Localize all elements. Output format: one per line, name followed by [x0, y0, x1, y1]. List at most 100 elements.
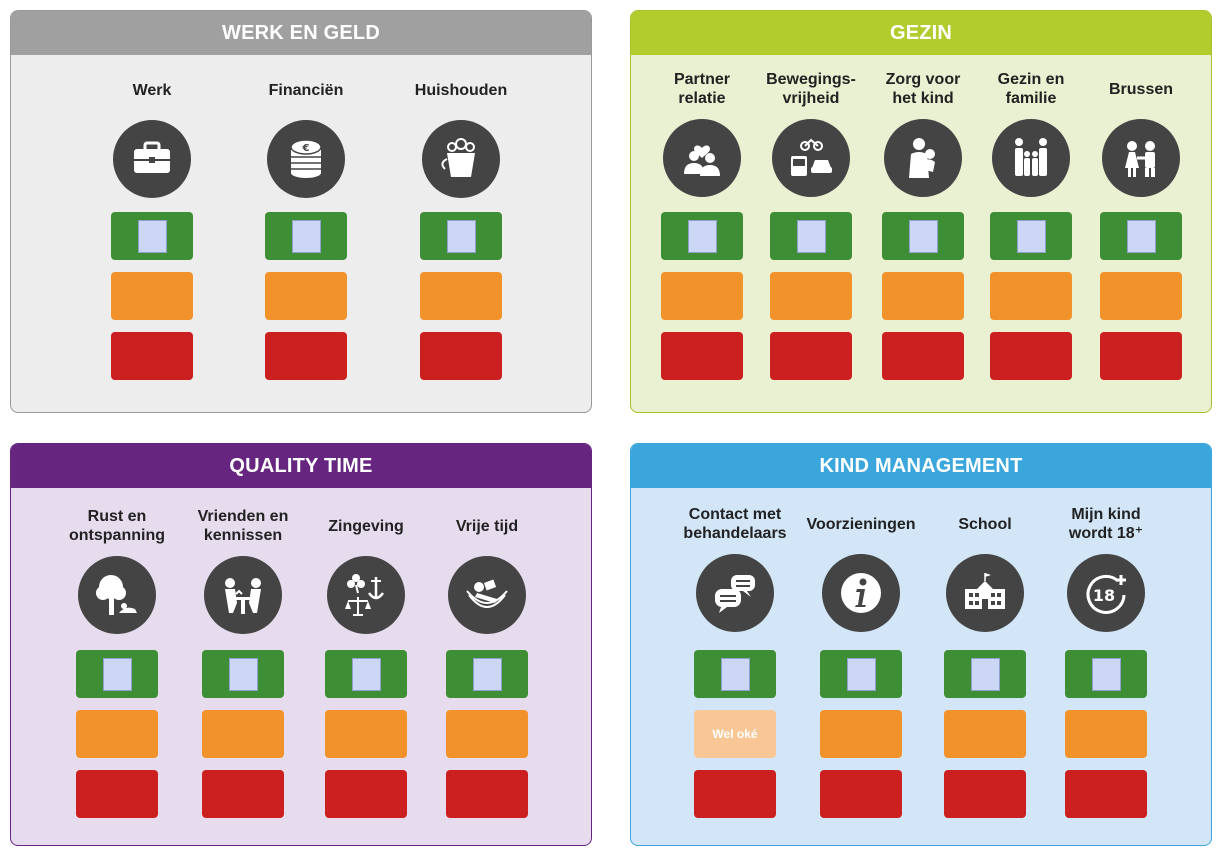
- couple-heart-icon: [663, 119, 741, 197]
- rating-red-button[interactable]: [76, 770, 158, 818]
- rating-red-button[interactable]: [820, 770, 902, 818]
- checkbox[interactable]: [291, 219, 321, 253]
- column-label: Brussen: [1108, 80, 1174, 98]
- checkbox[interactable]: [796, 219, 826, 253]
- column-label: Gezin en familie: [997, 71, 1065, 107]
- checkbox[interactable]: [1016, 219, 1046, 253]
- rating-green-button[interactable]: [990, 212, 1072, 260]
- school-building-icon: [946, 554, 1024, 632]
- rating-red-button[interactable]: [770, 332, 852, 380]
- column-label: Bewegings- vrijheid: [766, 71, 856, 107]
- speech-bubbles-icon: [696, 554, 774, 632]
- rating-green-button[interactable]: [202, 650, 284, 698]
- checkbox[interactable]: [1126, 219, 1156, 253]
- column-label: School: [958, 515, 1012, 533]
- rating-orange-button[interactable]: [420, 272, 502, 320]
- rating-orange-button[interactable]: [944, 710, 1026, 758]
- rating-orange-button[interactable]: [990, 272, 1072, 320]
- rating-red-button[interactable]: [265, 332, 347, 380]
- rating-red-button[interactable]: [990, 332, 1072, 380]
- checkbox[interactable]: [720, 657, 750, 691]
- column-label: Voorzieningen: [806, 515, 916, 533]
- column-label: Vrienden en kennissen: [197, 508, 289, 544]
- checkbox[interactable]: [137, 219, 167, 253]
- column-label: Partner relatie: [673, 71, 731, 107]
- rating-green-button[interactable]: [944, 650, 1026, 698]
- checkbox[interactable]: [228, 657, 258, 691]
- rating-green-button[interactable]: [446, 650, 528, 698]
- panel-title: KIND MANAGEMENT: [631, 444, 1211, 488]
- rating-orange-button[interactable]: [446, 710, 528, 758]
- rating-orange-button[interactable]: [882, 272, 964, 320]
- rating-green-button[interactable]: [1100, 212, 1182, 260]
- rating-green-button[interactable]: [661, 212, 743, 260]
- rating-orange-button[interactable]: [111, 272, 193, 320]
- svg-text:18: 18: [1093, 586, 1115, 605]
- rating-orange-button[interactable]: [202, 710, 284, 758]
- rating-green-button[interactable]: [76, 650, 158, 698]
- column-label: Mijn kind wordt 18⁺: [1068, 506, 1144, 542]
- rating-red-button[interactable]: [111, 332, 193, 380]
- rating-red-button[interactable]: [944, 770, 1026, 818]
- rating-orange-button[interactable]: [265, 272, 347, 320]
- rating-red-button[interactable]: [446, 770, 528, 818]
- rating-green-button[interactable]: [325, 650, 407, 698]
- rating-red-button[interactable]: [1065, 770, 1147, 818]
- checkbox[interactable]: [908, 219, 938, 253]
- checkbox[interactable]: [351, 657, 381, 691]
- rating-orange-button[interactable]: [770, 272, 852, 320]
- column-label: Financiën: [268, 81, 344, 99]
- column-label: Huishouden: [414, 81, 508, 99]
- checkbox[interactable]: [687, 219, 717, 253]
- rating-orange-button[interactable]: [1100, 272, 1182, 320]
- rating-red-button[interactable]: [661, 332, 743, 380]
- tree-rest-icon: [78, 556, 156, 634]
- checkbox[interactable]: [472, 657, 502, 691]
- family-icon: [992, 119, 1070, 197]
- rating-orange-selected-button[interactable]: Wel oké: [694, 710, 776, 758]
- checkbox[interactable]: [970, 657, 1000, 691]
- parent-child-icon: [884, 119, 962, 197]
- checkbox[interactable]: [1091, 657, 1121, 691]
- rating-green-button[interactable]: [882, 212, 964, 260]
- friends-table-icon: [204, 556, 282, 634]
- rating-orange-button[interactable]: [325, 710, 407, 758]
- rating-green-button[interactable]: [694, 650, 776, 698]
- bucket-icon: [422, 120, 500, 198]
- clover-anchor-scale-icon: [327, 556, 405, 634]
- rating-orange-button[interactable]: [76, 710, 158, 758]
- column-label: Vrije tijd: [455, 517, 519, 535]
- rating-orange-button[interactable]: [820, 710, 902, 758]
- column-label: Contact met behandelaars: [683, 506, 787, 542]
- column-label: Zorg voor het kind: [885, 71, 961, 107]
- checkbox[interactable]: [846, 657, 876, 691]
- rating-red-button[interactable]: [420, 332, 502, 380]
- rating-orange-button[interactable]: [1065, 710, 1147, 758]
- rating-green-button[interactable]: [265, 212, 347, 260]
- hammock-reading-icon: [448, 556, 526, 634]
- info-icon: [822, 554, 900, 632]
- eighteen-plus-icon: 18: [1067, 554, 1145, 632]
- rating-green-button[interactable]: [420, 212, 502, 260]
- siblings-icon: [1102, 119, 1180, 197]
- column-label: Werk: [132, 81, 172, 99]
- rating-green-button[interactable]: [111, 212, 193, 260]
- panel-title: WERK EN GELD: [11, 11, 591, 55]
- rating-red-button[interactable]: [694, 770, 776, 818]
- rating-red-button[interactable]: [1100, 332, 1182, 380]
- rating-red-button[interactable]: [325, 770, 407, 818]
- rating-green-button[interactable]: [820, 650, 902, 698]
- transport-icon: [772, 119, 850, 197]
- rating-red-button[interactable]: [202, 770, 284, 818]
- rating-green-button[interactable]: [770, 212, 852, 260]
- checkbox[interactable]: [446, 219, 476, 253]
- column-label: Rust en ontspanning: [69, 508, 165, 544]
- svg-text:€: €: [302, 143, 310, 154]
- checkbox[interactable]: [102, 657, 132, 691]
- panel-title: GEZIN: [631, 11, 1211, 55]
- rating-green-button[interactable]: [1065, 650, 1147, 698]
- panel-title: QUALITY TIME: [11, 444, 591, 488]
- rating-orange-button[interactable]: [661, 272, 743, 320]
- euro-coins-icon: €: [267, 120, 345, 198]
- rating-red-button[interactable]: [882, 332, 964, 380]
